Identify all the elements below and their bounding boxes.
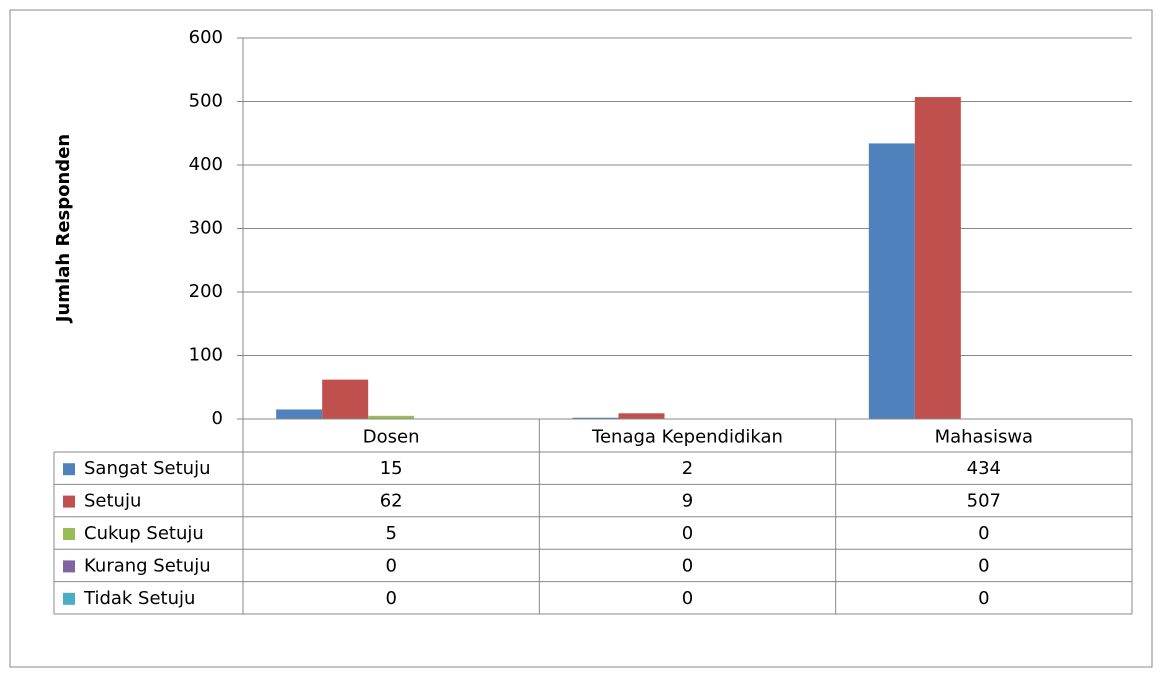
legend-label: Setuju bbox=[84, 491, 141, 512]
table-value: 0 bbox=[385, 555, 396, 576]
table-value: 0 bbox=[978, 588, 989, 609]
table-value: 507 bbox=[967, 491, 1001, 512]
table-value: 0 bbox=[682, 588, 693, 609]
legend-label: Sangat Setuju bbox=[84, 458, 210, 479]
legend-swatch bbox=[63, 560, 75, 573]
x-tick-label: Dosen bbox=[363, 427, 420, 448]
table-value: 2 bbox=[682, 458, 693, 479]
x-tick-label: Mahasiswa bbox=[935, 427, 1034, 448]
table-value: 9 bbox=[682, 491, 693, 512]
legend-label: Kurang Setuju bbox=[84, 555, 211, 576]
y-tick-label: 300 bbox=[189, 218, 223, 239]
bar bbox=[276, 409, 323, 419]
legend-label: Cukup Setuju bbox=[84, 523, 204, 544]
bar bbox=[368, 415, 415, 419]
y-tick-label: 200 bbox=[189, 281, 223, 302]
bar bbox=[618, 413, 665, 419]
table-value: 0 bbox=[682, 555, 693, 576]
bar bbox=[322, 379, 369, 419]
table-value: 15 bbox=[380, 458, 403, 479]
legend-swatch bbox=[63, 528, 75, 540]
bar bbox=[572, 417, 619, 419]
y-axis-label: Jumlah Responden bbox=[53, 134, 74, 324]
legend-swatch bbox=[63, 592, 75, 605]
y-tick-label: 100 bbox=[189, 345, 223, 366]
table-value: 0 bbox=[385, 588, 396, 609]
y-tick-label: 600 bbox=[189, 27, 223, 48]
x-tick-label: Tenaga Kependidikan bbox=[591, 427, 783, 448]
table-value: 0 bbox=[978, 523, 989, 544]
y-tick-label: 500 bbox=[189, 91, 223, 112]
bar bbox=[914, 97, 961, 420]
table-value: 0 bbox=[682, 523, 693, 544]
legend-label: Tidak Setuju bbox=[83, 588, 195, 609]
bar bbox=[868, 143, 915, 419]
y-tick-label: 0 bbox=[212, 408, 223, 429]
table-value: 434 bbox=[967, 458, 1001, 479]
table-value: 5 bbox=[385, 523, 396, 544]
legend-swatch bbox=[63, 463, 75, 476]
chart-frame bbox=[9, 9, 1153, 668]
y-tick-label: 400 bbox=[189, 154, 223, 175]
table-value: 0 bbox=[978, 555, 989, 576]
table-value: 62 bbox=[380, 491, 403, 512]
legend-swatch bbox=[63, 495, 75, 508]
